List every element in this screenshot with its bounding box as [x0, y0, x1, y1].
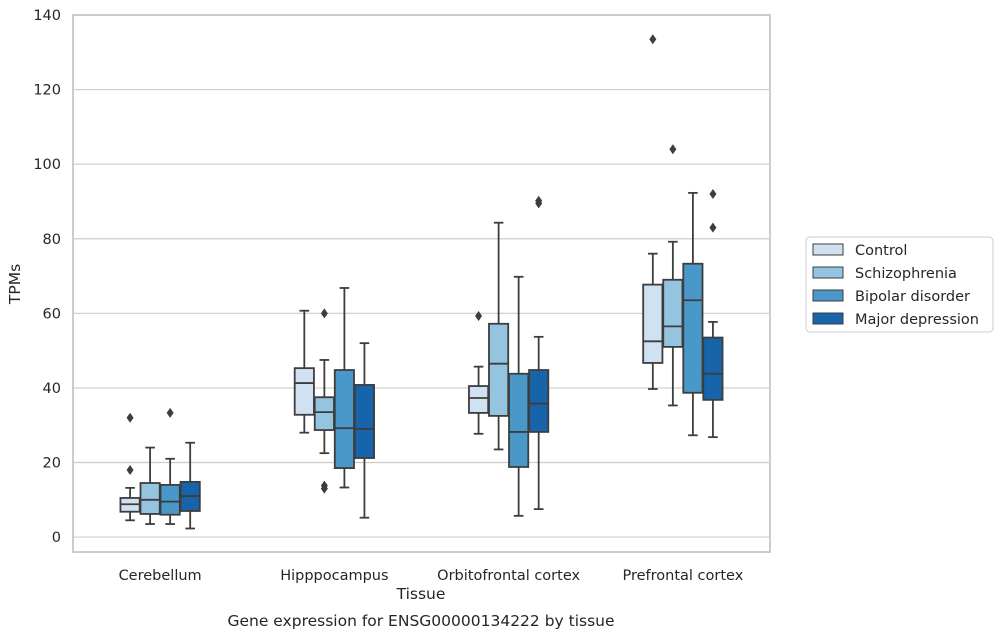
box-major-depression	[702, 189, 724, 439]
box-body	[468, 385, 490, 414]
legend-label: Major depression	[855, 312, 979, 328]
box-bipolar-disorder	[159, 407, 181, 525]
box-major-depression	[528, 195, 550, 511]
outlier-point	[126, 412, 134, 423]
box-body	[662, 278, 684, 348]
box-schizophrenia	[139, 446, 161, 525]
box-bipolar-disorder	[508, 275, 530, 517]
legend-label: Control	[855, 243, 907, 259]
y-tick-label: 40	[43, 381, 61, 397]
box-schizophrenia	[313, 308, 335, 494]
box-schizophrenia	[662, 144, 684, 407]
box-body	[139, 482, 161, 515]
box-body	[488, 322, 510, 417]
box-major-depression	[179, 441, 201, 530]
y-tick-label: 60	[43, 306, 61, 322]
y-tick-label: 100	[33, 157, 61, 173]
box-bipolar-disorder	[682, 191, 704, 437]
box-body	[528, 369, 550, 433]
legend-label: Bipolar disorder	[855, 289, 970, 305]
box-major-depression	[353, 342, 375, 519]
box-control	[293, 309, 315, 434]
legend-swatch	[812, 312, 844, 325]
y-tick-label: 0	[52, 530, 61, 546]
legend-swatch	[812, 243, 844, 256]
legend-label: Schizophrenia	[855, 266, 957, 282]
box-body	[333, 369, 355, 469]
box-body	[159, 483, 181, 516]
outlier-point	[535, 195, 543, 206]
box-control	[468, 310, 490, 435]
x-tick-label: Prefrontal cortex	[622, 568, 743, 584]
box-bipolar-disorder	[333, 287, 355, 489]
axis-ticks: 0 20 40 60 80 100 120 140 Cerebellum Hipppocampus…	[33, 8, 743, 584]
y-axis-title: TPMs	[6, 264, 24, 305]
box-body	[702, 336, 724, 401]
outlier-point	[709, 189, 717, 199]
box-control	[642, 34, 664, 390]
outlier-point	[649, 34, 657, 45]
legend: Control Schizophrenia Bipolar disorder Majo…	[805, 236, 994, 333]
box-body	[293, 367, 315, 416]
outlier-point	[166, 407, 174, 418]
legend-swatch	[812, 289, 844, 302]
legend-frame	[805, 236, 994, 333]
box-body	[353, 384, 375, 459]
y-tick-label: 140	[33, 8, 61, 24]
box-body	[642, 283, 664, 364]
outlier-point	[320, 308, 328, 319]
y-tick-label: 80	[43, 232, 61, 248]
box-plot-area	[119, 34, 724, 530]
y-tick-label: 20	[43, 456, 61, 472]
outlier-point	[709, 222, 717, 233]
outlier-point	[669, 144, 677, 155]
x-tick-label: Hipppocampus	[280, 568, 388, 584]
x-tick-label: Orbitofrontal cortex	[437, 568, 580, 584]
x-axis-title: Tissue	[396, 585, 446, 603]
outlier-point	[126, 464, 134, 475]
plot-frame	[72, 14, 771, 553]
chart-caption: Gene expression for ENSG00000134222 by t…	[227, 612, 614, 630]
box-control	[119, 412, 141, 522]
box-body	[682, 262, 704, 394]
x-tick-label: Cerebellum	[119, 568, 202, 584]
box-body	[508, 372, 530, 468]
outlier-point	[320, 480, 328, 491]
grid-lines	[73, 14, 770, 538]
y-tick-label: 120	[33, 83, 61, 99]
outlier-point	[475, 310, 483, 321]
legend-swatch	[812, 266, 844, 279]
box-schizophrenia	[488, 221, 510, 451]
box-body	[313, 396, 335, 431]
